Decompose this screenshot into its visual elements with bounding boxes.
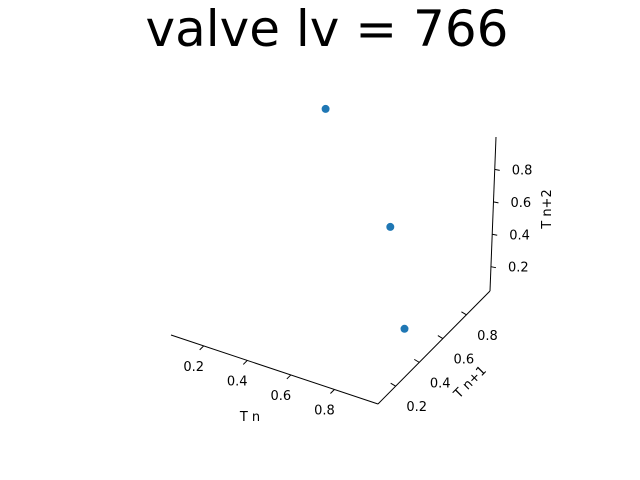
z-ticks: 0.2 0.4 0.6 0.8 [490,163,533,276]
y-axis-line [377,290,491,405]
y-tick-label-1: 0.4 [430,376,451,391]
z-axis-label: T n+2 [540,189,555,229]
chart-title: valve lv = 766 [146,0,509,58]
z-tick-mark-2 [493,201,499,204]
data-point-0 [321,104,330,113]
axes [170,136,497,405]
z-tick-mark-0 [490,266,497,269]
data-point-1 [386,222,395,231]
data-points [321,104,409,333]
x-tick-mark-1 [242,360,248,365]
x-tick-mark-2 [286,374,292,380]
x-axis-label: T n [239,410,260,425]
y-axis-label: T n+1 [451,363,490,402]
x-tick-mark-0 [199,345,205,351]
y-tick-label-2: 0.6 [453,353,474,368]
y-tick-mark-0 [390,382,396,387]
x-tick-label-1: 0.4 [227,374,248,389]
y-tick-label-3: 0.8 [477,329,498,344]
y-ticks: 0.20.40.60.8 [390,311,498,415]
x-tick-label-3: 0.8 [314,403,335,418]
x-axis-line [170,334,379,405]
z-tick-label-3: 0.8 [512,163,533,178]
x-tick-label-2: 0.6 [270,389,291,404]
x-tick-label-0: 0.2 [183,360,204,375]
z-tick-label-0: 0.2 [508,261,529,276]
z-tick-mark-3 [494,168,500,171]
y-tick-mark-1 [414,358,420,363]
z-tick-label-2: 0.6 [510,196,531,211]
z-axis-line [489,136,497,292]
y-tick-label-0: 0.2 [406,400,427,415]
z-tick-mark-1 [492,233,498,236]
y-tick-mark-3 [461,311,467,316]
y-tick-mark-2 [437,335,444,340]
z-tick-label-1: 0.4 [509,228,530,243]
data-point-2 [400,324,409,333]
x-tick-mark-3 [330,389,335,394]
x-ticks: 0.2 0.4 0.6 0.8 [183,345,335,418]
